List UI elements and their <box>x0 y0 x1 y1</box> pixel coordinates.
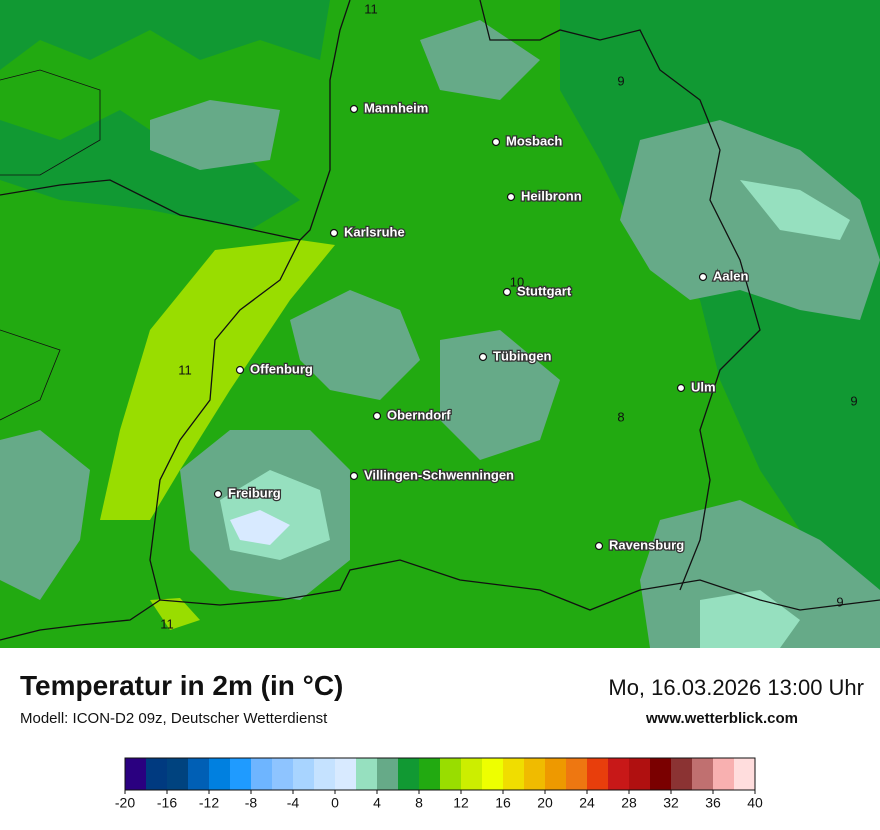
legend-cell <box>524 758 545 790</box>
legend-cell <box>146 758 167 790</box>
city-label: Mosbach <box>506 133 562 148</box>
legend-cell <box>566 758 587 790</box>
legend-cell <box>314 758 335 790</box>
legend-cell <box>398 758 419 790</box>
legend-cell <box>125 758 146 790</box>
legend-tick-label: -20 <box>115 795 135 811</box>
legend-tick-label: 16 <box>495 795 511 811</box>
legend-tick-label: 28 <box>621 795 637 811</box>
contour-label: 8 <box>617 409 624 424</box>
legend-tick-label: 32 <box>663 795 679 811</box>
city-label: Ulm <box>691 379 716 394</box>
contour-label: 11 <box>364 1 378 16</box>
legend-tick-label: -12 <box>199 795 219 811</box>
legend-cell <box>650 758 671 790</box>
legend-cell <box>167 758 188 790</box>
legend-cell <box>587 758 608 790</box>
city-dot <box>506 192 516 202</box>
map: Mannheim Mosbach Heilbronn Karlsruhe Aalen St… <box>0 0 880 648</box>
city-dot <box>491 137 501 147</box>
legend-cell <box>209 758 230 790</box>
website: www.wetterblick.com <box>646 710 798 727</box>
legend-cell <box>188 758 209 790</box>
city-label: Stuttgart <box>517 283 572 298</box>
legend-tick-label: -8 <box>245 795 258 811</box>
legend-cell <box>503 758 524 790</box>
legend-cell <box>482 758 503 790</box>
legend-tick-label: 24 <box>579 795 595 811</box>
legend-tick-label: 36 <box>705 795 721 811</box>
city-dot <box>213 489 223 499</box>
contour-label: 11 <box>178 362 192 377</box>
borders <box>0 0 880 641</box>
city-dot <box>349 104 359 114</box>
legend-cell <box>608 758 629 790</box>
legend-cell <box>335 758 356 790</box>
contour-label: 10 <box>510 274 524 289</box>
legend-tick-label: 8 <box>415 795 423 811</box>
legend-cell <box>734 758 755 790</box>
city-label: Heilbronn <box>521 188 582 203</box>
date: Mo, 16.03.2026 13:00 Uhr <box>608 675 864 700</box>
legend-tick-label: 40 <box>747 795 763 811</box>
city-label: Aalen <box>713 268 748 283</box>
legend-cell <box>713 758 734 790</box>
city-dot <box>676 383 686 393</box>
legend-cell <box>272 758 293 790</box>
city-dot <box>594 541 604 551</box>
temperature-fields <box>0 0 880 648</box>
legend-cell <box>440 758 461 790</box>
city-label: Mannheim <box>364 100 428 115</box>
legend-tick-label: -16 <box>157 795 177 811</box>
city-label: Oberndorf <box>387 407 451 422</box>
city-dot <box>235 365 245 375</box>
legend-cell <box>461 758 482 790</box>
city-label: Villingen-Schwenningen <box>364 467 514 482</box>
legend-tick-label: 12 <box>453 795 469 811</box>
contour-label: 9 <box>617 73 624 88</box>
legend-cell <box>377 758 398 790</box>
legend-cell <box>545 758 566 790</box>
legend-cell <box>629 758 650 790</box>
city-dot <box>698 272 708 282</box>
contour-label: 11 <box>160 616 174 631</box>
legend-cell <box>230 758 251 790</box>
city-label: Karlsruhe <box>344 224 405 239</box>
contour-label: 9 <box>850 393 857 408</box>
city-dot <box>329 228 339 238</box>
city-dot <box>372 411 382 421</box>
legend-cell <box>251 758 272 790</box>
title: Temperatur in 2m (in °C) <box>20 670 344 701</box>
city-dot <box>349 471 359 481</box>
contour-labels: 11 9 10 11 8 9 11 9 <box>160 1 857 631</box>
contour-label: 9 <box>836 594 843 609</box>
legend-tick-label: 4 <box>373 795 381 811</box>
legend-cell <box>356 758 377 790</box>
legend-frame <box>124 757 756 791</box>
cities: Mannheim Mosbach Heilbronn Karlsruhe Aalen St… <box>213 99 750 554</box>
legend-cell <box>293 758 314 790</box>
subtitle: Modell: ICON-D2 09z, Deutscher Wetterdie… <box>20 710 328 727</box>
legend-cell <box>692 758 713 790</box>
city-label: Freiburg <box>228 485 281 500</box>
legend-tick-label: 20 <box>537 795 553 811</box>
city-label: Tübingen <box>493 348 552 363</box>
city-label: Offenburg <box>250 361 313 376</box>
legend-tick-label: -4 <box>287 795 300 811</box>
city-dot <box>502 287 512 297</box>
legend-tick-label: 0 <box>331 795 339 811</box>
city-dot <box>478 352 488 362</box>
city-label: Ravensburg <box>609 537 684 552</box>
legend-cell <box>671 758 692 790</box>
color-legend: -20 -16 -12 -8 -4 0 4 8 12 16 20 24 28 32 36 40 <box>115 757 763 811</box>
legend-cell <box>419 758 440 790</box>
